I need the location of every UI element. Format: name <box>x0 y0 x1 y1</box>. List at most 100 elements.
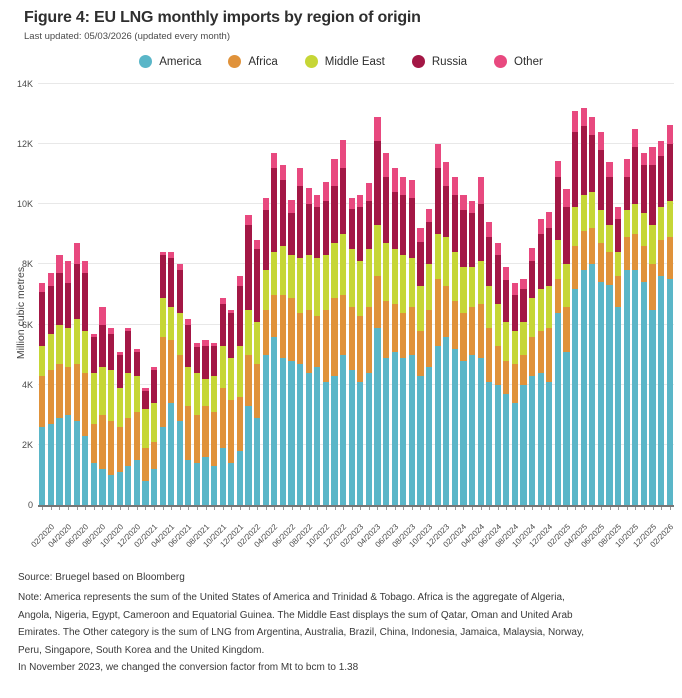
segment-america <box>305 372 312 505</box>
segment-america <box>297 363 304 505</box>
bar-04/2020[interactable] <box>64 261 72 505</box>
bar-12/2021[interactable] <box>236 276 244 505</box>
page-title: Figure 4: EU LNG monthly imports by regi… <box>24 9 421 26</box>
bar-05/2020[interactable] <box>73 243 80 505</box>
segment-america <box>322 381 329 505</box>
last-updated-text: Last updated: 05/03/2026 (updated every … <box>24 31 230 42</box>
bar-02/2021[interactable] <box>150 366 158 505</box>
legend-item-middle-east[interactable]: Middle East <box>304 55 385 68</box>
bar-06/2025[interactable] <box>597 132 605 505</box>
bar-09/2022[interactable] <box>314 195 321 505</box>
bar-07/2021[interactable] <box>193 342 201 505</box>
bar-09/2025[interactable] <box>623 159 630 505</box>
bar-09/2020[interactable] <box>107 327 115 505</box>
bar-01/2024[interactable] <box>451 177 458 505</box>
bar-10/2021[interactable] <box>219 297 226 505</box>
bar-05/2025[interactable] <box>589 117 596 505</box>
bar-08/2020[interactable] <box>99 306 106 505</box>
bar-02/2024[interactable] <box>460 195 467 505</box>
bar-09/2023[interactable] <box>417 228 424 505</box>
bar-10/2023[interactable] <box>425 208 433 505</box>
bar-11/2021[interactable] <box>228 309 235 505</box>
bar-03/2025[interactable] <box>572 111 579 505</box>
bar-11/2020[interactable] <box>125 327 132 505</box>
bar-08/2021[interactable] <box>202 339 209 505</box>
segment-africa <box>133 411 140 460</box>
bar-01/2025[interactable] <box>554 160 562 505</box>
bar-10/2024[interactable] <box>529 247 536 505</box>
bar-02/2026[interactable] <box>666 124 673 505</box>
bar-03/2022[interactable] <box>262 198 269 505</box>
segment-other <box>468 201 476 214</box>
bar-03/2020[interactable] <box>56 255 63 505</box>
bar-11/2024[interactable] <box>537 219 544 505</box>
segment-middle-east <box>107 369 115 421</box>
bar-10/2025[interactable] <box>632 129 639 505</box>
bar-12/2025[interactable] <box>649 147 656 505</box>
bar-12/2022[interactable] <box>340 139 347 505</box>
bar-01/2022[interactable] <box>245 214 252 505</box>
bar-06/2020[interactable] <box>82 261 89 505</box>
bar-02/2025[interactable] <box>563 189 570 505</box>
bar-02/2023[interactable] <box>357 195 364 505</box>
bar-02/2022[interactable] <box>254 240 261 505</box>
bar-11/2022[interactable] <box>331 159 338 505</box>
bar-02/2020[interactable] <box>47 273 54 505</box>
bar-05/2021[interactable] <box>176 264 183 505</box>
bar-05/2023[interactable] <box>382 153 390 505</box>
segment-russia <box>39 291 46 346</box>
bar-04/2022[interactable] <box>271 153 278 505</box>
x-axis-tick <box>154 507 156 510</box>
bar-09/2024[interactable] <box>520 279 527 505</box>
bar-01/2020[interactable] <box>39 282 46 505</box>
bar-07/2024[interactable] <box>503 267 510 505</box>
bar-12/2024[interactable] <box>546 211 553 505</box>
legend-item-russia[interactable]: Russia <box>411 55 467 68</box>
bar-05/2024[interactable] <box>486 222 493 505</box>
bar-10/2022[interactable] <box>322 181 329 505</box>
bar-07/2025[interactable] <box>606 162 613 505</box>
bar-04/2025[interactable] <box>580 108 587 505</box>
bar-03/2023[interactable] <box>365 183 372 505</box>
legend-item-america[interactable]: America <box>139 55 201 68</box>
segment-other <box>374 117 381 142</box>
bar-06/2023[interactable] <box>391 168 398 505</box>
bar-01/2023[interactable] <box>348 198 355 505</box>
bar-09/2021[interactable] <box>211 342 218 505</box>
bar-08/2024[interactable] <box>511 282 519 505</box>
x-axis-tick <box>454 507 456 510</box>
segment-america <box>90 462 97 505</box>
bar-08/2023[interactable] <box>408 180 415 505</box>
bar-10/2020[interactable] <box>116 351 123 505</box>
bar-05/2022[interactable] <box>279 165 287 505</box>
segment-america <box>494 384 501 505</box>
segment-america <box>348 369 355 505</box>
bar-03/2021[interactable] <box>159 252 166 505</box>
bar-06/2024[interactable] <box>494 243 501 505</box>
bar-12/2020[interactable] <box>133 348 140 505</box>
bar-04/2024[interactable] <box>477 177 484 505</box>
bar-11/2025[interactable] <box>640 153 647 505</box>
segment-africa <box>408 306 415 355</box>
bar-01/2026[interactable] <box>658 141 665 505</box>
segment-america <box>365 372 372 505</box>
segment-america <box>391 351 398 505</box>
bar-12/2023[interactable] <box>443 162 450 505</box>
bar-04/2021[interactable] <box>168 252 175 505</box>
bar-03/2024[interactable] <box>468 201 476 505</box>
legend-item-africa[interactable]: Africa <box>228 55 278 68</box>
bar-06/2021[interactable] <box>185 318 192 505</box>
segment-russia <box>262 210 269 271</box>
bar-04/2023[interactable] <box>374 117 381 505</box>
segment-middle-east <box>382 243 390 301</box>
bar-06/2022[interactable] <box>288 199 295 505</box>
x-axis-tick <box>214 507 216 510</box>
bar-08/2022[interactable] <box>305 187 312 505</box>
bar-11/2023[interactable] <box>434 144 441 505</box>
bar-07/2023[interactable] <box>400 177 407 505</box>
bar-07/2022[interactable] <box>297 168 304 505</box>
legend-item-other[interactable]: Other <box>494 55 543 68</box>
bar-01/2021[interactable] <box>142 387 149 505</box>
bar-07/2020[interactable] <box>90 333 97 505</box>
bar-08/2025[interactable] <box>615 207 622 505</box>
